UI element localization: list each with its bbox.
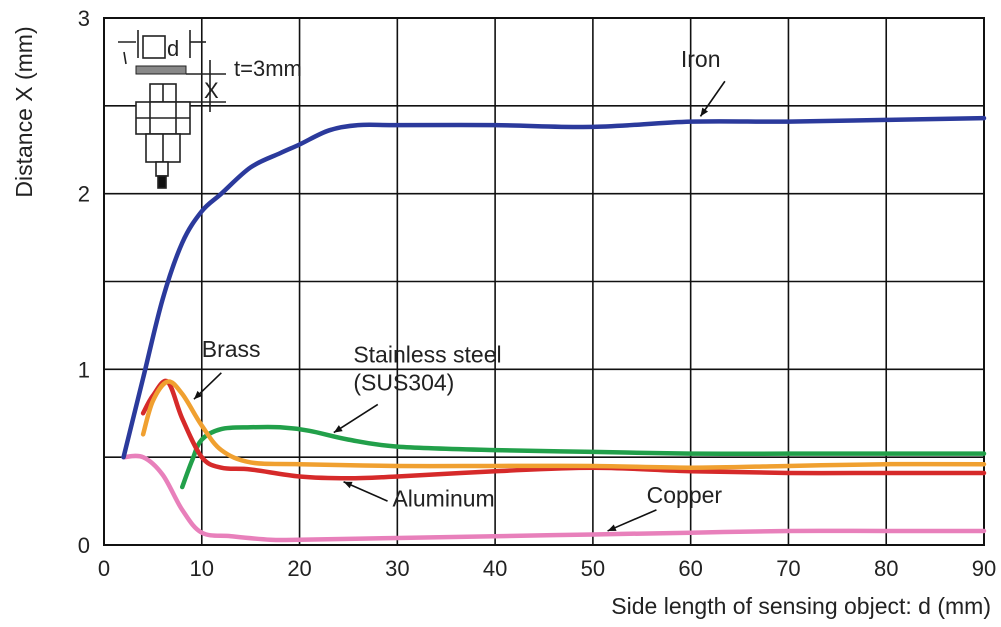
x-axis-ticks: 0 10 20 30 40 50 60 70 80 90 xyxy=(98,556,996,581)
proximity-sensor-icon xyxy=(135,83,191,189)
leader-arrowhead xyxy=(607,524,617,531)
y-axis-ticks: 0 1 2 3 xyxy=(78,6,90,558)
series-line xyxy=(121,453,987,543)
x-tick-label: 20 xyxy=(287,556,311,581)
x-tick-label: 10 xyxy=(190,556,214,581)
object-square-icon xyxy=(142,35,166,59)
plot-frame xyxy=(103,17,985,546)
x-tick-label: 50 xyxy=(581,556,605,581)
x-tick-label: 40 xyxy=(483,556,507,581)
series-line xyxy=(179,424,987,490)
series-label: Aluminum xyxy=(392,485,494,511)
y-tick-label: 1 xyxy=(78,357,90,382)
leader-arrowhead xyxy=(193,390,203,400)
leader-arrowhead xyxy=(343,481,353,489)
series-label: Iron xyxy=(681,46,721,72)
y-tick-label: 0 xyxy=(78,533,90,558)
series-line xyxy=(140,378,987,481)
leader-arrowhead xyxy=(700,107,709,117)
label-leader-lines xyxy=(193,80,726,532)
inset-thickness-label: t=3mm xyxy=(234,56,302,81)
series-line xyxy=(140,379,987,470)
series-label: Stainless steel (SUS304) xyxy=(353,341,501,395)
inset-x-label: X xyxy=(204,78,219,103)
y-tick-label: 2 xyxy=(78,182,90,207)
x-axis-label: Side length of sensing object: d (mm) xyxy=(611,593,991,619)
x-tick-label: 60 xyxy=(678,556,702,581)
leader-line xyxy=(607,509,657,532)
x-tick-label: 80 xyxy=(874,556,898,581)
series-lines xyxy=(121,115,987,543)
series-label: Copper xyxy=(647,482,723,508)
y-axis-label: Distance X (mm) xyxy=(11,26,37,197)
sensing-object-plate xyxy=(135,65,187,75)
series-labels: Iron Brass Stainless steel (SUS304) Aluminum… xyxy=(202,46,723,511)
inset-d-label: d xyxy=(167,36,179,61)
series-line xyxy=(121,115,987,460)
x-tick-label: 30 xyxy=(385,556,409,581)
x-tick-label: 90 xyxy=(972,556,996,581)
sensor-inset-diagram: d X t=3mm xyxy=(118,30,302,189)
x-tick-label: 70 xyxy=(776,556,800,581)
leader-line xyxy=(333,403,379,434)
y-tick-label: 3 xyxy=(78,6,90,31)
series-label: Brass xyxy=(202,336,261,362)
leader-arrowhead xyxy=(333,425,343,433)
x-tick-label: 0 xyxy=(98,556,110,581)
